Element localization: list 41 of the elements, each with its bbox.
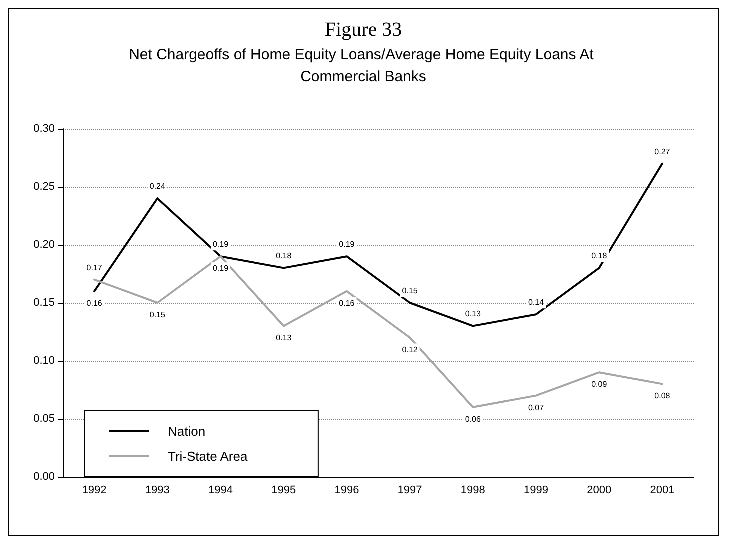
data-label: 0.08 [654,392,671,401]
data-label: 0.12 [402,345,418,354]
data-label: 0.16 [86,298,103,308]
data-label: 0.16 [339,298,356,308]
data-label: 0.13 [276,334,292,343]
data-label: 0.07 [528,403,545,412]
legend-label: Nation [168,424,206,439]
data-label: 0.18 [276,252,292,261]
data-label: 0.14 [528,298,545,308]
data-label: 0.15 [402,286,418,296]
x-tick-label: 1993 [145,484,170,496]
chart-title: Figure 33 [324,19,402,41]
data-label: 0.18 [592,252,608,261]
data-label: 0.13 [465,310,482,319]
data-label: 0.15 [150,310,166,320]
y-tick-label: 0.20 [34,239,55,251]
x-tick-label: 1995 [272,484,296,496]
y-tick-label: 0.25 [34,181,55,193]
data-label: 0.19 [339,240,356,250]
data-label: 0.27 [654,147,671,156]
x-tick-label: 2001 [650,484,675,496]
x-tick-label: 1997 [398,484,422,496]
data-label: 0.06 [465,414,482,424]
data-label: 0.24 [150,182,166,192]
data-label: 0.19 [212,240,230,250]
x-tick-label: 1994 [208,484,233,496]
x-tick-label: 1996 [334,484,360,496]
x-tick-label: 2000 [587,484,612,496]
y-tick-label: 0.10 [34,355,55,367]
y-tick-label: 0.00 [34,471,55,483]
y-tick-label: 0.30 [34,123,55,135]
data-label: 0.17 [86,263,103,272]
y-tick-label: 0.05 [34,413,55,425]
chart-subtitle: Net Chargeoffs of Home Equity Loans/Average Home Equity Loans At Commercial Banks [129,46,598,86]
y-tick-label: 0.15 [34,297,55,309]
x-tick-label: 1999 [524,484,548,496]
x-tick-label: 1992 [82,484,107,496]
data-label: 0.19 [212,264,230,274]
x-tick-label: 1998 [460,484,486,496]
data-label: 0.09 [592,380,608,390]
legend-label: Tri-State Area [168,449,248,464]
